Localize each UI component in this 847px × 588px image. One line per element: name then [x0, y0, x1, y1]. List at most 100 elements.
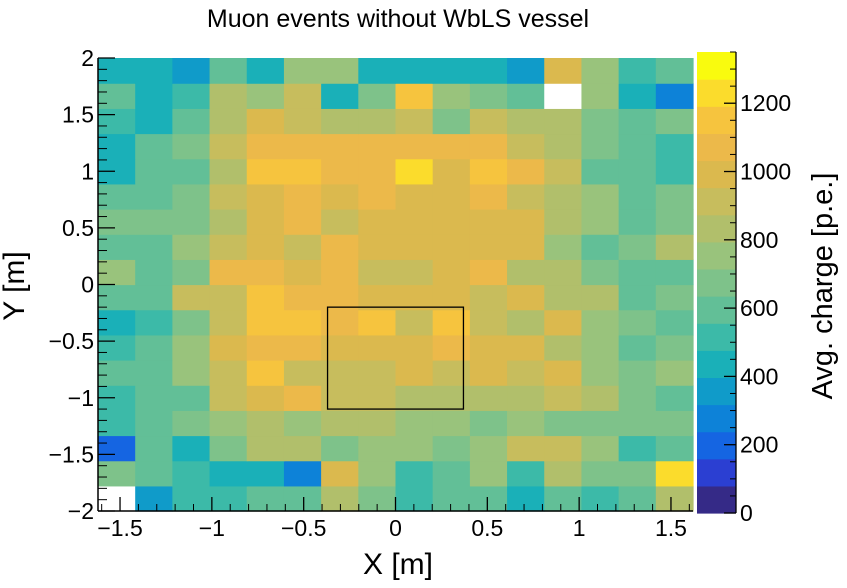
heatmap-cell	[469, 108, 508, 135]
heatmap-cell	[618, 385, 657, 411]
heatmap-cell	[209, 334, 248, 361]
heatmap-cell	[544, 209, 583, 235]
heatmap-cell	[135, 360, 173, 386]
inner-region-box	[326, 306, 465, 410]
heatmap-cell	[135, 284, 173, 311]
heatmap-cell	[544, 183, 583, 210]
heatmap-cell	[209, 309, 248, 336]
color-scale-label: Avg. charge [p.e.]	[807, 173, 839, 400]
heatmap-cell	[581, 83, 620, 109]
z-tick-label: 800	[740, 227, 778, 253]
heatmap-cell	[283, 183, 322, 210]
heatmap-cell	[283, 234, 322, 260]
heatmap-cell	[507, 183, 545, 210]
heatmap-cell	[581, 108, 620, 135]
heatmap-cell	[395, 234, 434, 260]
heatmap-cell	[321, 460, 359, 487]
color-scale-step	[697, 214, 736, 243]
heatmap-cell	[618, 158, 657, 185]
heatmap-cell	[618, 334, 657, 361]
heatmap-cell	[581, 309, 620, 336]
heatmap-cell	[581, 158, 620, 185]
y-tick-label: 0	[81, 272, 94, 298]
heatmap-cell	[209, 158, 248, 185]
heatmap-cell	[246, 485, 285, 512]
heatmap-cell	[172, 284, 211, 311]
heatmap-cell	[655, 435, 694, 462]
heatmap-cell	[618, 259, 657, 286]
heatmap-cell	[469, 309, 508, 336]
heatmap-cell	[432, 108, 471, 135]
heatmap-cell	[581, 133, 620, 160]
heatmap-cell	[507, 435, 545, 462]
heatmap-cell	[321, 209, 359, 235]
heatmap-cell	[135, 385, 173, 411]
heatmap-cell	[618, 360, 657, 386]
heatmap-cell	[544, 460, 583, 487]
heatmap-cell	[581, 435, 620, 462]
heatmap-cell	[246, 158, 285, 185]
heatmap-cell	[544, 133, 583, 160]
color-scale-step	[697, 431, 736, 460]
heatmap-cell	[358, 58, 397, 84]
x-axis: −1.5 −1 −0.5 0 0.5 1 1.5	[97, 497, 690, 541]
heatmap-cell	[98, 259, 136, 286]
heatmap-cell	[432, 385, 471, 411]
heatmap-cell	[246, 234, 285, 260]
heatmap-cell	[618, 234, 657, 260]
heatmap-cell	[507, 284, 545, 311]
heatmap-cell	[395, 259, 434, 286]
heatmap-cell	[544, 284, 583, 311]
heatmap-cell	[507, 234, 545, 260]
heatmap-cell	[283, 133, 322, 160]
heatmap-cell	[172, 234, 211, 260]
color-scale-step	[697, 160, 736, 189]
heatmap-cell	[432, 410, 471, 437]
heatmap-cell	[395, 209, 434, 235]
heatmap-cell	[655, 259, 694, 286]
heatmap-cell	[618, 410, 657, 437]
heatmap-cell	[432, 460, 471, 487]
heatmap-cell	[544, 83, 583, 109]
heatmap-cell	[469, 183, 508, 210]
heatmap-cell	[246, 309, 285, 336]
heatmap-cell	[135, 485, 173, 512]
color-scale-step	[697, 106, 736, 134]
heatmap-cell	[544, 234, 583, 260]
heatmap-cell	[507, 385, 545, 411]
heatmap-cell	[98, 435, 136, 462]
heatmap-cell	[358, 284, 397, 311]
heatmap-cell	[283, 158, 322, 185]
heatmap-cell	[135, 158, 173, 185]
heatmap-cell	[209, 460, 248, 487]
heatmap-cell	[655, 385, 694, 411]
heatmap-cell	[395, 485, 434, 512]
heatmap-cell	[581, 334, 620, 361]
heatmap-cell	[358, 83, 397, 109]
heatmap-cell	[209, 133, 248, 160]
heatmap-cell	[321, 133, 359, 160]
heatmap-cell	[283, 334, 322, 361]
heatmap-cell	[283, 108, 322, 135]
heatmap-cell	[655, 133, 694, 160]
color-scale-step	[697, 133, 736, 162]
heatmap-cell	[618, 284, 657, 311]
x-tick-label: −0.5	[281, 515, 326, 541]
color-scale-step	[697, 377, 736, 406]
heatmap-cell	[432, 360, 471, 386]
heatmap-cell	[283, 83, 322, 109]
heatmap-cell	[469, 435, 508, 462]
heatmap-cell	[544, 410, 583, 437]
region-boxes	[326, 306, 465, 410]
heatmap-cell	[246, 385, 285, 411]
heatmap-cell	[358, 259, 397, 286]
x-tick-label: −1.5	[97, 515, 142, 541]
heatmap-cell	[172, 309, 211, 336]
heatmap-cell	[246, 108, 285, 135]
heatmap-cell	[655, 83, 694, 109]
heatmap-cell	[98, 108, 136, 135]
heatmap-cell	[655, 284, 694, 311]
heatmap-cell	[358, 108, 397, 135]
heatmap-cell	[321, 183, 359, 210]
heatmap-cell	[172, 485, 211, 512]
